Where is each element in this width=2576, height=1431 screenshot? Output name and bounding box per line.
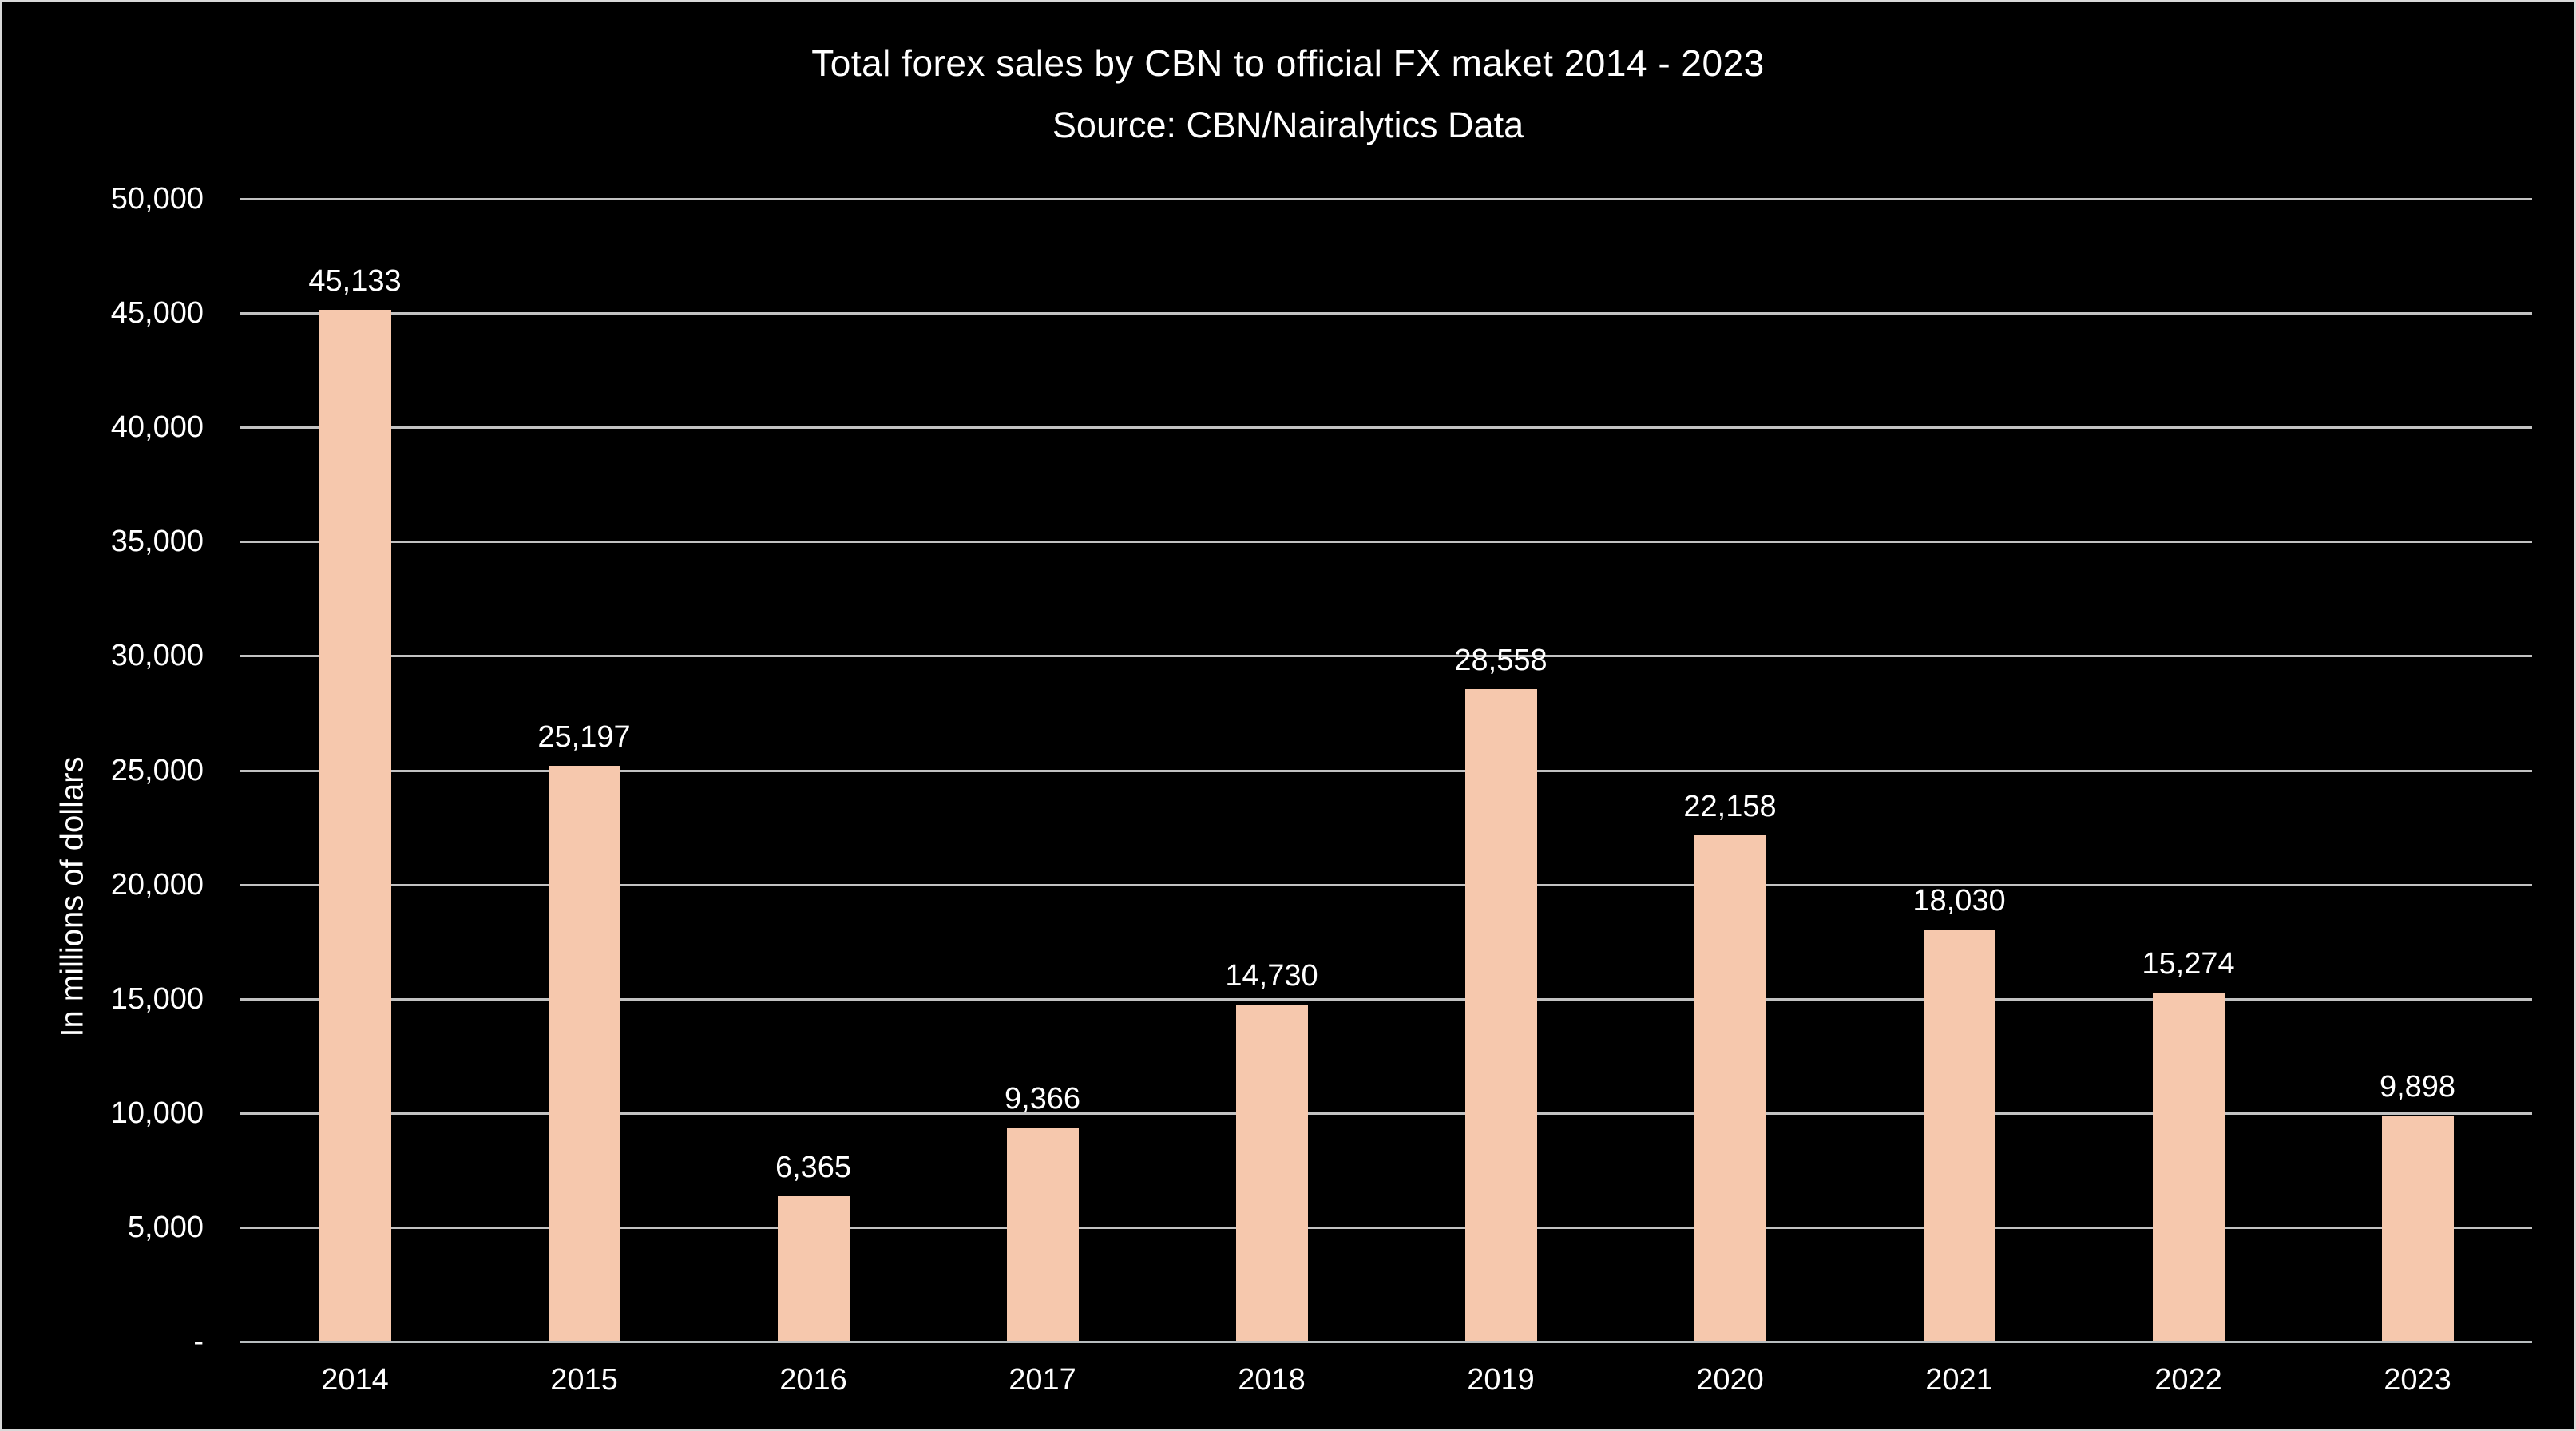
gridline bbox=[240, 769, 2532, 772]
x-axis-line bbox=[240, 1341, 2532, 1343]
bar-value-label: 25,197 bbox=[537, 719, 631, 754]
gridline bbox=[240, 312, 2532, 315]
x-tick-label: 2018 bbox=[1238, 1363, 1306, 1397]
gridline bbox=[240, 198, 2532, 200]
y-tick-label: 25,000 bbox=[110, 753, 204, 787]
x-tick-label: 2022 bbox=[2154, 1363, 2222, 1397]
chart-subtitle: Source: CBN/Nairalytics Data bbox=[1052, 105, 1524, 145]
y-tick-label: 50,000 bbox=[110, 182, 204, 216]
y-tick-label: 45,000 bbox=[110, 296, 204, 331]
x-tick-label: 2021 bbox=[1925, 1363, 1993, 1397]
x-tick-label: 2015 bbox=[550, 1363, 618, 1397]
bar-value-label: 15,274 bbox=[2142, 946, 2235, 981]
gridline bbox=[240, 997, 2532, 1001]
bar-2022 bbox=[2152, 992, 2225, 1342]
x-tick-label: 2023 bbox=[2384, 1363, 2451, 1397]
y-tick-label: 5,000 bbox=[127, 1210, 204, 1244]
bar-value-label: 9,366 bbox=[1004, 1081, 1081, 1116]
y-tick-label: 20,000 bbox=[110, 867, 204, 902]
x-tick-label: 2014 bbox=[321, 1363, 389, 1397]
x-tick-label: 2016 bbox=[779, 1363, 847, 1397]
y-tick-label: 10,000 bbox=[110, 1096, 204, 1130]
gridline bbox=[240, 426, 2532, 430]
y-tick-label: 30,000 bbox=[110, 639, 204, 673]
bar-2014 bbox=[319, 310, 391, 1342]
gridline bbox=[240, 883, 2532, 886]
bar-2023 bbox=[2381, 1115, 2454, 1342]
bar-value-label: 9,898 bbox=[2379, 1069, 2456, 1104]
bar-2015 bbox=[548, 765, 620, 1342]
gridline bbox=[240, 1112, 2532, 1115]
bar-value-label: 22,158 bbox=[1683, 789, 1777, 823]
bar-value-label: 28,558 bbox=[1454, 643, 1548, 677]
gridline bbox=[240, 1226, 2532, 1229]
bar-2019 bbox=[1464, 688, 1537, 1342]
y-tick-label: 40,000 bbox=[110, 410, 204, 445]
bar-2020 bbox=[1694, 834, 1766, 1342]
x-tick-label: 2020 bbox=[1696, 1363, 1764, 1397]
chart-title: Total forex sales by CBN to official FX … bbox=[811, 42, 1765, 84]
y-tick-label: - bbox=[193, 1325, 204, 1358]
gridline bbox=[240, 655, 2532, 658]
bar-2018 bbox=[1235, 1005, 1308, 1342]
bar-value-label: 45,133 bbox=[308, 264, 402, 299]
bar-value-label: 18,030 bbox=[1912, 883, 2006, 918]
x-tick-label: 2017 bbox=[1009, 1363, 1076, 1397]
bar-2017 bbox=[1006, 1127, 1079, 1342]
x-tick-label: 2019 bbox=[1467, 1363, 1535, 1397]
bar-value-label: 14,730 bbox=[1225, 959, 1318, 993]
y-tick-label: 35,000 bbox=[110, 525, 204, 559]
bar-2016 bbox=[777, 1195, 850, 1342]
gridline bbox=[240, 541, 2532, 544]
y-tick-label: 15,000 bbox=[110, 981, 204, 1016]
bar-value-label: 6,365 bbox=[775, 1150, 852, 1184]
bar-2021 bbox=[1923, 929, 1995, 1342]
